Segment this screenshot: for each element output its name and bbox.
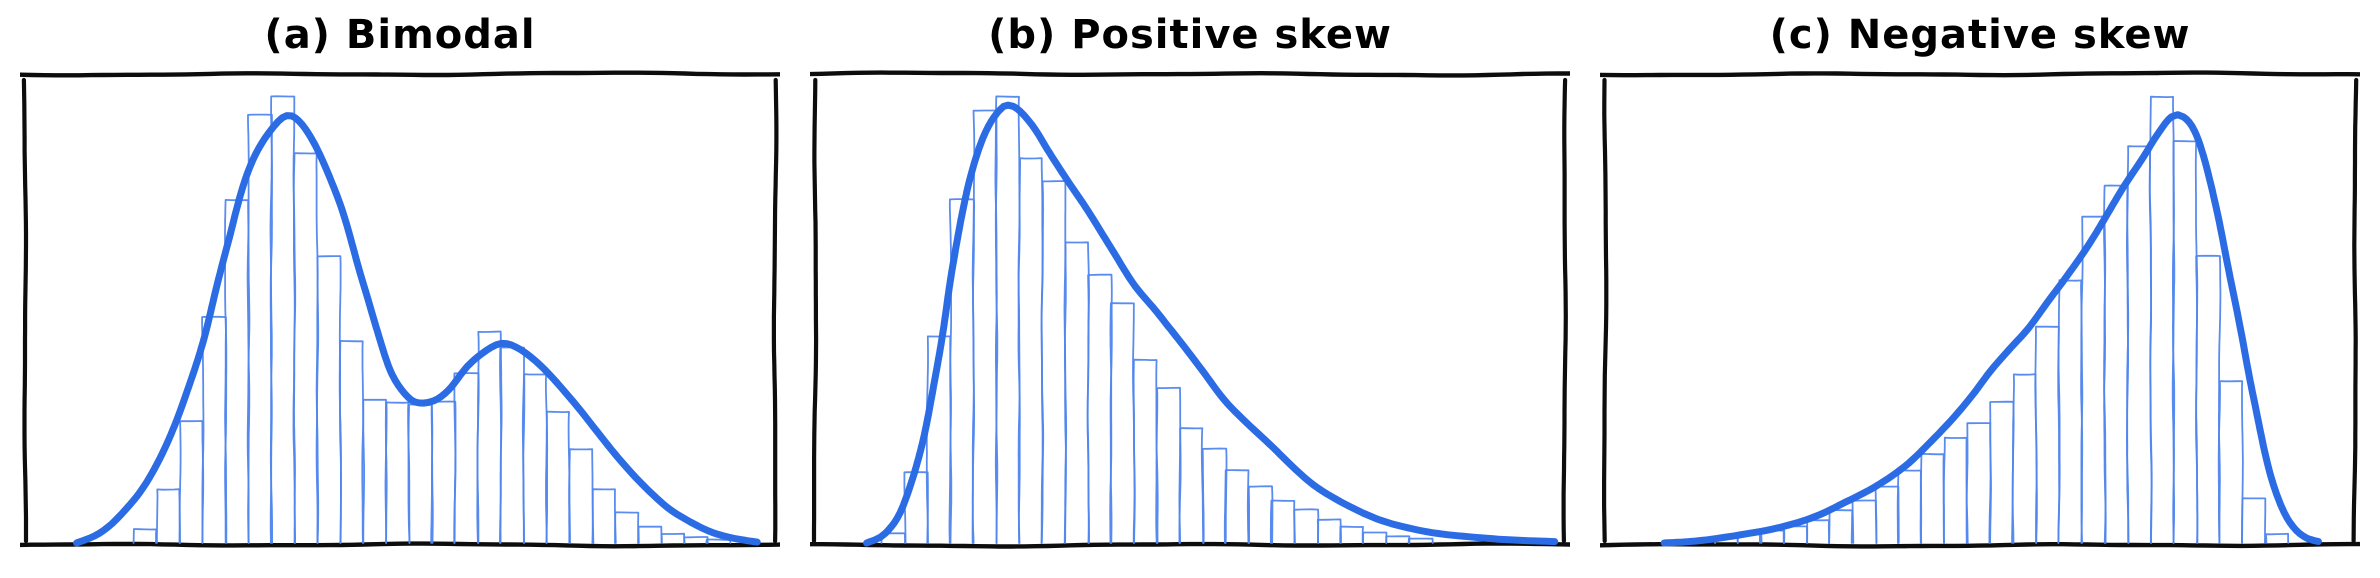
plot-border-left: [1602, 77, 1609, 544]
histogram-outline: [1690, 95, 2290, 544]
panel-b-plot: [810, 70, 1570, 549]
histogram-bar: [201, 315, 228, 544]
histogram-bar: [1965, 422, 1992, 544]
histogram-bar: [2241, 497, 2267, 544]
plot-border-top: [1600, 70, 2360, 78]
plot-border-right: [1561, 77, 1568, 544]
histogram-bar: [476, 330, 503, 544]
plot-border-bottom: [20, 541, 780, 549]
histogram-bar: [614, 511, 640, 544]
histogram-bar: [2195, 254, 2222, 544]
histogram-bar: [660, 532, 686, 544]
histogram-bar: [2265, 532, 2290, 544]
histogram-bar: [132, 528, 158, 544]
panel-c-plot: [1600, 70, 2360, 549]
histogram-bar: [339, 340, 365, 544]
histogram-bar: [1806, 519, 1830, 544]
histogram-outline: [880, 95, 1434, 544]
histogram-bar: [430, 400, 457, 544]
histogram-bar: [1920, 452, 1945, 544]
histogram-bar: [1851, 499, 1878, 544]
histogram-bar: [1988, 400, 2015, 544]
histogram-bar: [1896, 469, 1922, 544]
panel-b-positive-skew: (b) Positive skew: [810, 0, 1570, 578]
panel-a-title: (a) Bimodal: [264, 12, 536, 58]
histogram-bar: [591, 488, 617, 544]
histogram-bar: [1223, 469, 1250, 544]
plot-border-bottom: [1600, 541, 2360, 549]
plot-border-left: [21, 77, 29, 544]
histogram-bar: [1178, 427, 1204, 544]
histogram-bar: [1247, 485, 1274, 544]
histogram-bar: [1040, 180, 1068, 544]
histogram-outline: [132, 95, 732, 544]
histogram-bar: [2057, 279, 2084, 544]
plot-border-top: [20, 70, 780, 78]
histogram-bar: [384, 401, 411, 544]
histogram-bar: [269, 95, 297, 544]
histogram-bar: [315, 255, 342, 544]
histogram-bar: [1017, 157, 1045, 544]
histogram-bar: [1828, 509, 1854, 544]
histogram-bar: [1086, 273, 1113, 544]
histogram-bar: [246, 113, 273, 544]
kde-curve: [1660, 111, 2322, 547]
histogram-bar: [971, 109, 999, 544]
histogram-bar: [2171, 140, 2199, 544]
histogram-bar: [407, 403, 434, 544]
histogram-bar: [1064, 241, 1090, 544]
histogram-bar: [637, 525, 663, 544]
histogram-bar: [2080, 215, 2107, 544]
panel-a-bimodal: (a) Bimodal: [20, 0, 780, 578]
histogram-bar: [1201, 447, 1228, 544]
histogram-bar: [156, 488, 181, 544]
histogram-bar: [499, 346, 525, 544]
histogram-bar: [1109, 302, 1136, 544]
histogram-bar: [1316, 518, 1342, 544]
panel-a-plot: [20, 70, 780, 549]
histogram-bar: [568, 448, 595, 544]
histogram-bar: [1339, 525, 1364, 544]
plot-border-right: [771, 77, 779, 544]
histogram-bar: [1293, 508, 1320, 544]
histogram-bar: [1943, 436, 1969, 544]
histogram-bar: [1132, 358, 1159, 544]
histogram-bar: [1874, 485, 1900, 544]
panel-c-title: (c) Negative skew: [1769, 12, 2191, 58]
histogram-bar: [361, 398, 388, 544]
histogram-bar: [2103, 184, 2130, 544]
histogram-bar: [2148, 95, 2176, 544]
histogram-bar: [683, 536, 709, 544]
panel-c-negative-skew: (c) Negative skew: [1600, 0, 2360, 578]
plot-border-top: [810, 70, 1570, 78]
histogram-bar: [545, 410, 571, 544]
histogram-bar: [1407, 537, 1434, 544]
kde-curve: [73, 112, 761, 547]
plot-border-left: [811, 77, 819, 544]
histogram-bar: [1385, 535, 1411, 544]
histogram-bar: [2217, 380, 2244, 544]
histogram-bar: [2034, 325, 2061, 544]
histogram-bar: [2126, 145, 2153, 544]
histogram-bar: [292, 152, 320, 544]
histogram-bar: [178, 420, 205, 544]
plot-border-bottom: [810, 541, 1570, 549]
histogram-bar: [522, 373, 549, 544]
histogram-bar: [1362, 531, 1388, 544]
kde-curve: [863, 101, 1559, 547]
histogram-bar: [1155, 386, 1182, 544]
histogram-bar: [453, 372, 480, 544]
histogram-bar: [994, 95, 1021, 544]
histogram-bar: [1269, 499, 1296, 544]
plot-border-right: [2351, 77, 2359, 544]
histogram-bar: [2011, 373, 2038, 544]
panel-b-title: (b) Positive skew: [988, 12, 1392, 58]
